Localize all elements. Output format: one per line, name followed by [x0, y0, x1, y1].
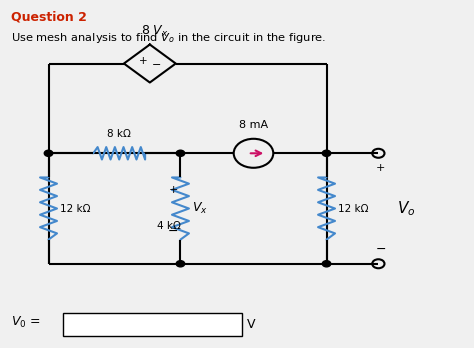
Text: 8 kΩ: 8 kΩ	[107, 129, 131, 140]
Text: $V_o$: $V_o$	[397, 199, 416, 218]
FancyBboxPatch shape	[63, 313, 242, 335]
Text: $V_x$: $V_x$	[192, 201, 208, 216]
Text: +: +	[376, 163, 385, 173]
Circle shape	[176, 261, 185, 267]
Circle shape	[322, 261, 331, 267]
Text: Use mesh analysis to find $V_o$ in the circuit in the figure.: Use mesh analysis to find $V_o$ in the c…	[11, 31, 326, 45]
Text: 8 mA: 8 mA	[239, 120, 268, 130]
Text: 8 $V_x$: 8 $V_x$	[141, 24, 168, 39]
Text: 4 kΩ: 4 kΩ	[157, 221, 181, 231]
Text: Question 2: Question 2	[11, 10, 87, 23]
Text: $V_0$ =: $V_0$ =	[11, 315, 40, 330]
Text: V: V	[246, 318, 255, 331]
Text: 12 kΩ: 12 kΩ	[60, 204, 91, 214]
Circle shape	[44, 150, 53, 156]
Text: −: −	[152, 60, 161, 70]
Circle shape	[322, 150, 331, 156]
Text: −: −	[168, 224, 179, 237]
Text: +: +	[169, 184, 178, 195]
Circle shape	[176, 150, 185, 156]
Text: 12 kΩ: 12 kΩ	[338, 204, 369, 214]
Text: +: +	[139, 56, 147, 66]
Text: −: −	[375, 243, 386, 256]
